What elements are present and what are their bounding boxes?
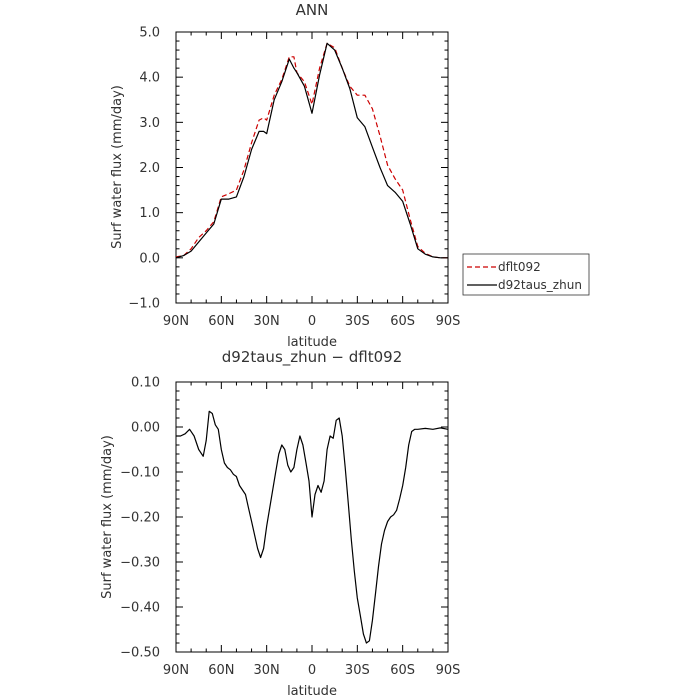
bottom-x-tick-label: 90S: [436, 663, 461, 678]
bottom-panel-title: d92taus_zhun − dflt092: [222, 348, 402, 367]
top-y-tick-label: 3.0: [139, 116, 160, 131]
top-y-tick-label: 0.0: [139, 251, 160, 266]
top-y-tick-label: 4.0: [139, 71, 160, 86]
bottom-x-tick-label: 0: [308, 663, 316, 678]
top-y-tick-label: 1.0: [139, 206, 160, 221]
bottom-panel: d92taus_zhun − dflt092 0.10 0.00 −0.10 −0.2…: [100, 348, 460, 699]
top-plot-area: [175, 42, 448, 259]
bottom-y-tick-label: 0.00: [131, 421, 160, 436]
bottom-y-tick-label: −0.30: [120, 556, 160, 571]
top-series-line-dflt092: [175, 42, 448, 259]
top-y-tick-label: −1.0: [128, 297, 160, 312]
bottom-y-tick-label: −0.10: [120, 466, 160, 481]
bottom-x-axis: 90N 60N 30N 0 30S 60S 90S: [163, 382, 461, 678]
top-y-axis: 5.0 4.0 3.0 2.0 1.0 0.0 −1.0: [128, 26, 448, 312]
bottom-x-axis-label: latitude: [287, 684, 337, 699]
top-x-tick-label: 90S: [436, 314, 461, 329]
legend: dflt092 d92taus_zhun: [462, 253, 590, 296]
top-x-tick-label: 60N: [208, 314, 234, 329]
top-x-tick-label: 0: [308, 314, 316, 329]
bottom-x-tick-label: 90N: [163, 663, 189, 678]
bottom-y-tick-label: −0.40: [120, 601, 160, 616]
top-x-axis-label: latitude: [287, 335, 337, 350]
top-series-line-d92taus-zhun: [175, 42, 448, 259]
bottom-series-line-0: [176, 410, 449, 644]
legend-box: [462, 253, 590, 296]
bottom-y-axis: 0.10 0.00 −0.10 −0.20 −0.30 −0.40 −0.50: [120, 376, 448, 661]
top-panel: ANN 5.0 4.0 3.0 2.0 1.0 0.0 −1.0 90N 60N 30N 0 30S…: [110, 1, 590, 350]
bottom-x-tick-label: 60S: [390, 663, 415, 678]
legend-label-d92taus-zhun: d92taus_zhun: [498, 278, 582, 292]
legend-label-dflt092: dflt092: [498, 260, 541, 274]
top-panel-title: ANN: [296, 1, 329, 19]
bottom-y-axis-label: Surf water flux (mm/day): [100, 435, 115, 599]
top-x-tick-label: 60S: [390, 314, 415, 329]
top-x-axis: 90N 60N 30N 0 30S 60S 90S: [163, 32, 461, 329]
top-x-tick-label: 30N: [254, 314, 280, 329]
bottom-y-tick-label: −0.20: [120, 511, 160, 526]
bottom-x-tick-label: 30S: [345, 663, 370, 678]
top-x-tick-label: 30S: [345, 314, 370, 329]
bottom-x-tick-label: 60N: [208, 663, 234, 678]
bottom-y-tick-label: 0.10: [131, 376, 160, 391]
top-y-tick-label: 2.0: [139, 161, 160, 176]
bottom-x-tick-label: 30N: [254, 663, 280, 678]
top-x-tick-label: 90N: [163, 314, 189, 329]
top-y-tick-label: 5.0: [139, 26, 160, 41]
bottom-y-tick-label: −0.50: [120, 646, 160, 661]
bottom-plot-area: [176, 410, 449, 644]
top-y-axis-label: Surf water flux (mm/day): [110, 85, 125, 249]
